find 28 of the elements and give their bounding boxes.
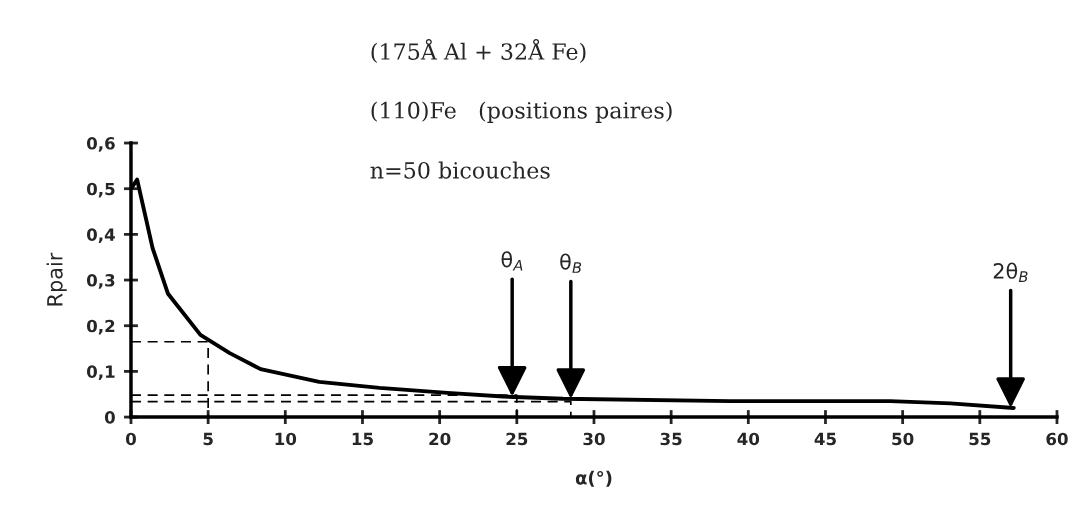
x-tick-label: 40 bbox=[737, 432, 760, 446]
y-tick-label: 0,2 bbox=[86, 319, 115, 335]
x-tick-label: 0 bbox=[125, 432, 136, 446]
y-tick-label: 0,3 bbox=[86, 274, 115, 289]
x-tick-label: 5 bbox=[203, 432, 213, 446]
x-tick-label: 15 bbox=[352, 432, 373, 446]
x-tick-label: 55 bbox=[969, 432, 991, 446]
x-tick-label: 25 bbox=[506, 432, 528, 446]
annotation: n=50 bicouches bbox=[370, 161, 550, 179]
text: (110)Fe (positions paires) bbox=[371, 101, 672, 123]
annotation: θ$_{A}$ bbox=[501, 251, 523, 271]
x-tick-label: 10 bbox=[275, 432, 297, 446]
x-tick-label: 30 bbox=[583, 432, 605, 446]
x-tick-label: 45 bbox=[814, 432, 836, 446]
x-axis-title: α(°) bbox=[575, 470, 612, 487]
y-tick-label: 0,5 bbox=[86, 182, 115, 198]
y-axis-title: Rpair bbox=[46, 252, 67, 306]
annotation: θ$_{B}$ bbox=[560, 253, 582, 273]
text: (175Å Al + 32Å Fe) bbox=[371, 39, 586, 64]
y-tick-label: 0,4 bbox=[86, 228, 115, 244]
x-tick-label: 35 bbox=[660, 432, 682, 446]
x-tick-label: 50 bbox=[892, 432, 914, 446]
y-tick-label: 0,6 bbox=[86, 136, 115, 152]
y-tick-label: 0,1 bbox=[86, 365, 115, 381]
x-tick-label: 60 bbox=[1046, 432, 1068, 446]
x-tick-label: 20 bbox=[429, 432, 451, 446]
annotation: 2θ$_{B}$ bbox=[993, 262, 1028, 282]
y-tick-label: 0 bbox=[104, 411, 115, 424]
